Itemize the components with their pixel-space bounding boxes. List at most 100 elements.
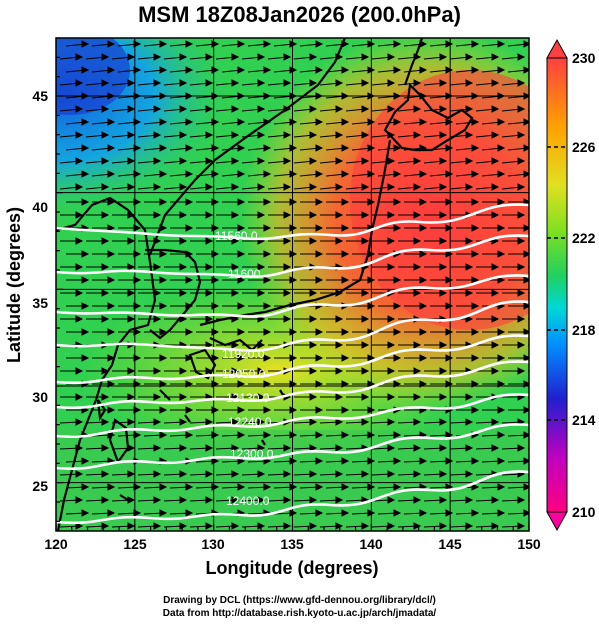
- wind-arrow: [345, 53, 370, 61]
- wind-arrow: [352, 250, 376, 258]
- wind-arrow: [222, 328, 246, 336]
- wind-arrow: [59, 53, 84, 61]
- wind-arrow: [215, 522, 240, 530]
- wind-arrow: [91, 144, 116, 152]
- wind-arrow: [326, 250, 350, 258]
- wind-arrow: [507, 118, 529, 126]
- wind-arrow: [371, 183, 396, 191]
- wind-arrow: [507, 66, 529, 74]
- contour-label: 12050.0: [222, 367, 266, 381]
- wind-arrow: [351, 144, 376, 152]
- wind-arrow: [456, 406, 480, 414]
- wind-arrow: [346, 237, 370, 245]
- wind-arrow: [85, 418, 110, 426]
- wind-arrow: [195, 40, 220, 48]
- wind-arrow: [137, 418, 162, 426]
- wind-arrow: [319, 53, 344, 61]
- wind-arrow: [189, 105, 214, 113]
- wind-arrow: [137, 79, 162, 87]
- wind-arrow: [215, 496, 240, 504]
- wind-arrow: [60, 393, 84, 401]
- wind-arrow: [300, 224, 324, 232]
- wind-arrow: [300, 198, 324, 206]
- wind-arrow: [403, 509, 428, 517]
- wind-arrow: [65, 170, 90, 178]
- wind-arrow: [66, 354, 90, 362]
- wind-arrow: [325, 66, 350, 74]
- wind-arrow: [507, 483, 529, 491]
- wind-arrow: [216, 367, 240, 375]
- wind-arrow: [300, 354, 324, 362]
- wind-arrow: [85, 53, 110, 61]
- height-contour-line: [56, 274, 529, 318]
- wind-arrow: [430, 380, 454, 388]
- wind-arrow: [163, 105, 188, 113]
- wind-arrow: [326, 224, 350, 232]
- wind-arrow: [501, 183, 526, 191]
- wind-arrow: [59, 470, 84, 478]
- wind-arrow: [481, 457, 506, 465]
- wind-arrow: [241, 131, 266, 139]
- wind-arrow: [345, 418, 370, 426]
- wind-arrow: [300, 276, 324, 284]
- wind-arrow: [66, 302, 90, 310]
- wind-arrow: [273, 170, 298, 178]
- wind-arrow: [85, 79, 110, 87]
- wind-arrow: [273, 483, 298, 491]
- wind-arrow: [507, 170, 529, 178]
- wind-arrow: [377, 170, 402, 178]
- wind-arrow: [449, 157, 474, 165]
- wind-arrow: [351, 118, 376, 126]
- wind-arrow: [423, 444, 448, 452]
- height-contour-line: [56, 234, 529, 278]
- height-contour-line: [56, 334, 529, 385]
- wind-arrow: [455, 170, 480, 178]
- wind-arrow: [372, 315, 396, 323]
- x-tick-labels: 120 125 130 135 140 145 150: [44, 536, 541, 552]
- wind-arrow: [475, 496, 500, 504]
- wind-arrow: [429, 431, 454, 439]
- wind-arrow: [112, 367, 136, 375]
- wind-arrow: [372, 341, 396, 349]
- wind-arrow: [241, 496, 266, 504]
- wind-arrow: [424, 289, 448, 297]
- wind-arrow: [351, 509, 376, 517]
- wind-arrow: [429, 483, 454, 491]
- wind-arrow: [502, 289, 526, 297]
- wind-arrow: [508, 380, 529, 388]
- wind-arrow: [320, 211, 344, 219]
- wind-arrow: [189, 470, 214, 478]
- wind-arrow: [163, 53, 188, 61]
- wind-arrow: [222, 406, 246, 414]
- wind-arrow: [397, 183, 422, 191]
- wind-arrow: [164, 367, 188, 375]
- wind-arrow: [294, 211, 318, 219]
- wind-arrow: [195, 483, 220, 491]
- wind-arrow: [222, 302, 246, 310]
- y-tick-labels: 25 30 35 40 45: [32, 88, 48, 494]
- wind-arrow: [351, 66, 376, 74]
- wind-arrow: [65, 483, 90, 491]
- wind-arrow: [456, 354, 480, 362]
- height-contour-line: [56, 300, 529, 352]
- wind-arrow: [456, 198, 480, 206]
- wind-arrow: [423, 53, 448, 61]
- wind-arrow: [397, 522, 422, 530]
- height-contour-line: [56, 470, 529, 525]
- wind-arrow: [345, 522, 370, 530]
- wind-arrow: [91, 509, 116, 517]
- wind-arrow: [398, 289, 422, 297]
- wind-arrow: [424, 211, 448, 219]
- wind-arrow: [60, 289, 84, 297]
- wind-arrow: [372, 237, 396, 245]
- wind-arrow: [196, 354, 220, 362]
- contour-label: 12300.0: [230, 447, 274, 461]
- wind-arrow: [371, 496, 396, 504]
- wind-arrow: [267, 183, 292, 191]
- wind-arrow: [320, 237, 344, 245]
- x-tick-label: 135: [280, 536, 304, 552]
- wind-arrow: [404, 250, 428, 258]
- wind-arrow: [475, 131, 500, 139]
- wind-arrow: [111, 105, 136, 113]
